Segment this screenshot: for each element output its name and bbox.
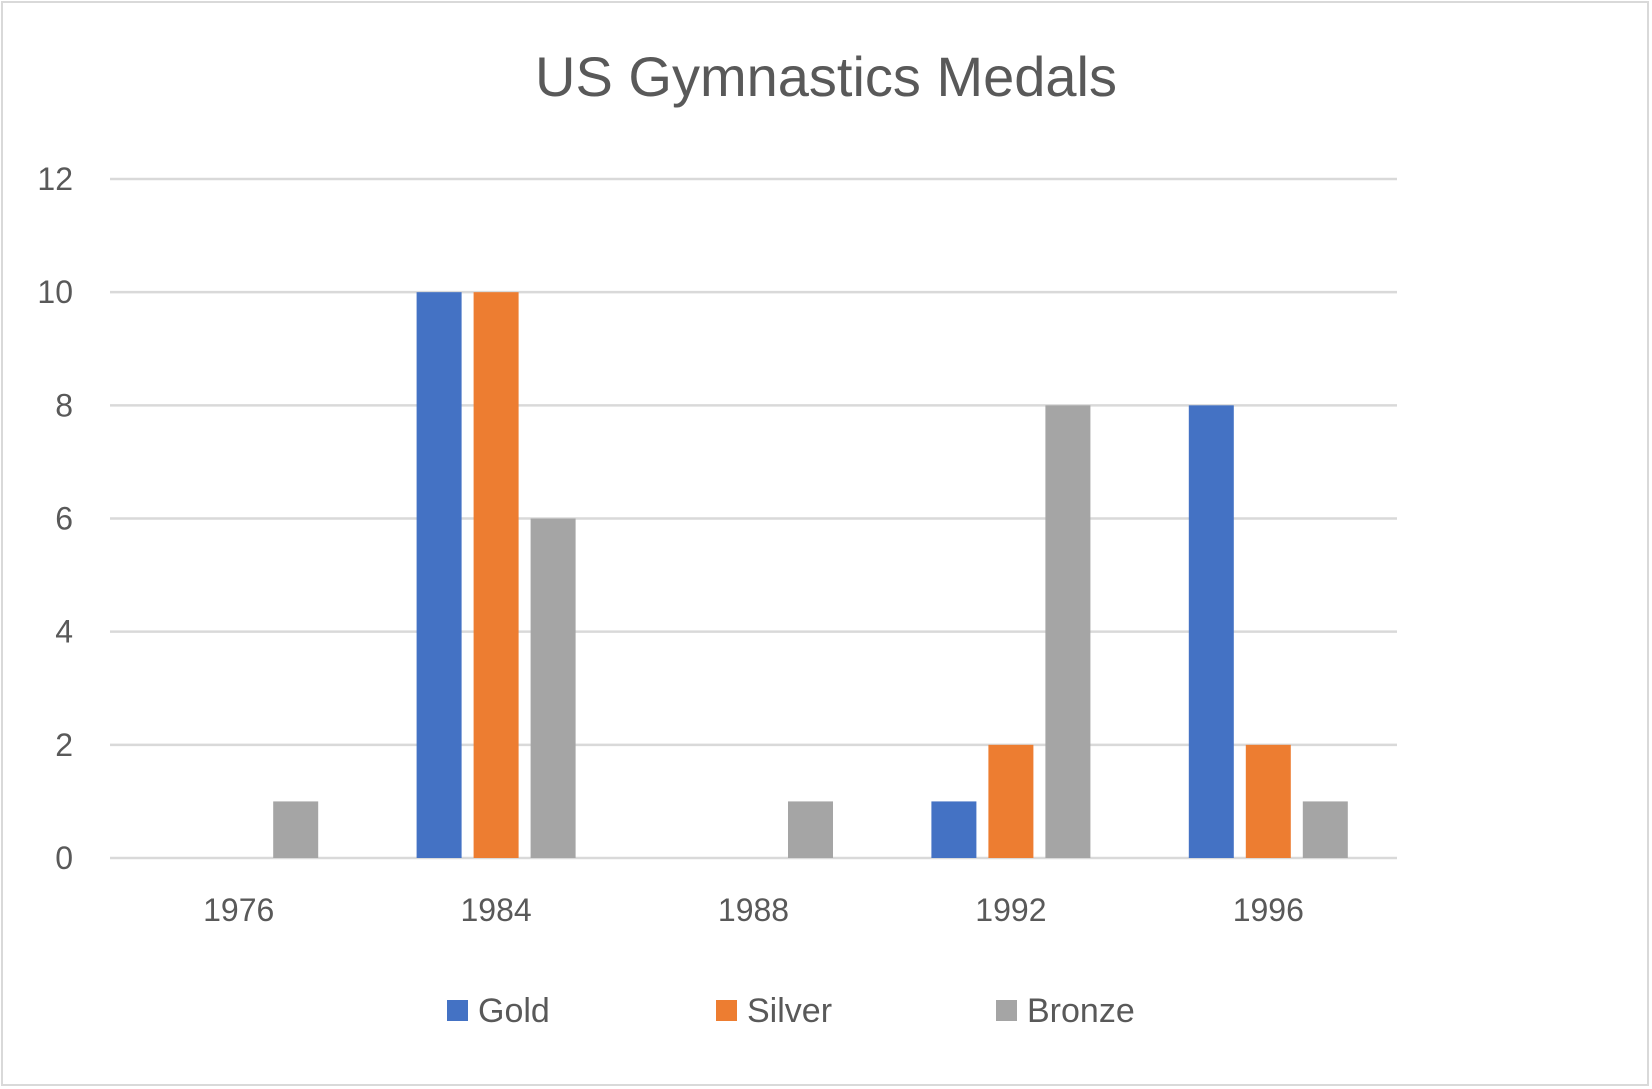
legend-swatch-gold [447,1000,468,1021]
x-tick-label: 1988 [718,892,789,928]
y-axis-ticks: 0 2 4 6 8 10 12 [37,161,73,876]
y-tick-label: 0 [55,840,73,876]
x-tick-label: 1992 [975,892,1046,928]
y-tick-label: 12 [37,161,73,197]
y-tick-label: 8 [55,387,73,423]
legend-swatch-silver [716,1000,737,1021]
bar-silver-1992 [988,744,1034,858]
legend: Gold Silver Bronze [447,992,1135,1030]
legend-label-silver: Silver [747,992,832,1030]
x-axis-ticks: 1976 1984 1988 1992 1996 [203,892,1304,928]
gridlines [110,177,1397,860]
legend-label-gold: Gold [478,992,550,1030]
bar-gold-1984 [416,292,462,859]
bar-bronze-1992 [1045,405,1091,858]
bar-gold-1996 [1188,405,1234,858]
bar-gold-1992 [931,801,977,858]
legend-label-bronze: Bronze [1027,992,1135,1030]
bars [273,292,1348,859]
y-tick-label: 10 [37,274,73,310]
bar-bronze-1976 [273,801,319,858]
chart-title: US Gymnastics Medals [535,45,1117,108]
bar-bronze-1996 [1302,801,1348,858]
bar-silver-1996 [1245,744,1291,858]
legend-swatch-bronze [996,1000,1017,1021]
x-tick-label: 1976 [203,892,274,928]
bar-bronze-1984 [530,518,576,858]
y-tick-label: 2 [55,727,73,763]
y-tick-label: 6 [55,501,73,537]
bar-silver-1984 [473,292,519,859]
x-tick-label: 1996 [1233,892,1304,928]
bar-bronze-1988 [788,801,833,858]
x-tick-label: 1984 [461,892,532,928]
y-tick-label: 4 [55,614,73,650]
